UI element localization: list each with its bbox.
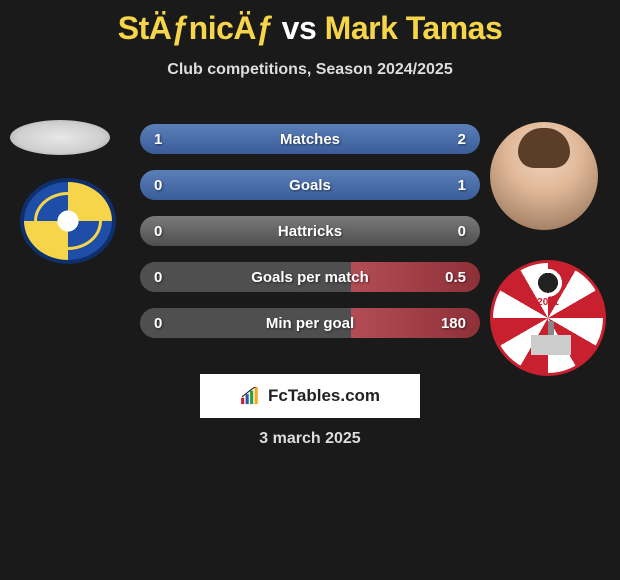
stat-left-value: 0	[154, 269, 204, 286]
stat-right-value: 0	[416, 223, 466, 240]
comparison-title: StÄƒnicÄƒ vs Mark Tamas	[0, 0, 620, 47]
vs-text: vs	[282, 10, 317, 46]
stat-right-value: 0.5	[416, 269, 466, 286]
stat-row: 0Goals1	[140, 170, 480, 200]
stat-label: Hattricks	[204, 223, 416, 240]
stat-left-value: 1	[154, 131, 204, 148]
subtitle: Club competitions, Season 2024/2025	[0, 61, 620, 79]
stat-right-value: 180	[416, 315, 466, 332]
stat-row: 0Min per goal180	[140, 308, 480, 338]
branding-chart-icon	[240, 387, 262, 405]
player1-club-crest	[20, 178, 116, 264]
stat-row: 0Hattricks0	[140, 216, 480, 246]
stat-label: Goals per match	[204, 269, 416, 286]
stat-row: 1Matches2	[140, 124, 480, 154]
stat-label: Matches	[204, 131, 416, 148]
player1-avatar	[10, 120, 110, 155]
player1-name: StÄƒnicÄƒ	[118, 10, 274, 46]
stat-right-value: 1	[416, 177, 466, 194]
stat-left-value: 0	[154, 223, 204, 240]
stat-left-value: 0	[154, 315, 204, 332]
stat-label: Min per goal	[204, 315, 416, 332]
stats-table: 1Matches20Goals10Hattricks00Goals per ma…	[140, 124, 480, 354]
stat-label: Goals	[204, 177, 416, 194]
stat-right-value: 2	[416, 131, 466, 148]
stat-row: 0Goals per match0.5	[140, 262, 480, 292]
stat-left-value: 0	[154, 177, 204, 194]
player2-club-crest	[490, 260, 606, 376]
branding-text: FcTables.com	[268, 386, 380, 406]
date-label: 3 march 2025	[0, 430, 620, 448]
player2-avatar	[490, 122, 598, 230]
player2-name: Mark Tamas	[325, 10, 503, 46]
branding-badge: FcTables.com	[200, 374, 420, 418]
